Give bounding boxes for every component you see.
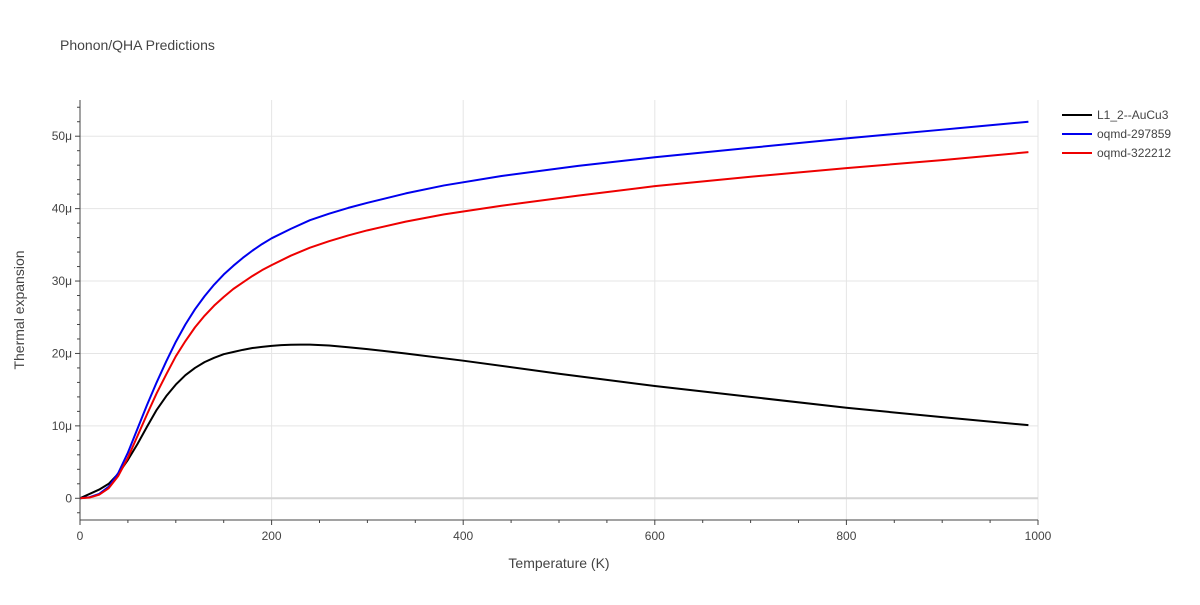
series-line-L1_2--AuCu3 [79, 343, 1029, 500]
legend-label: oqmd-322212 [1097, 146, 1171, 160]
y-tick-label: 40μ [52, 202, 72, 216]
x-tick-label: 800 [836, 529, 856, 543]
x-axis-title: Temperature (K) [508, 555, 609, 571]
legend-item[interactable]: oqmd-322212 [1062, 146, 1171, 160]
legend-item[interactable]: L1_2--AuCu3 [1062, 108, 1169, 122]
tick-labels: 0 200 400 600 800 1000 0 10μ 20μ 30μ 40μ 50μ [52, 129, 1052, 543]
x-tick-label: 200 [262, 529, 282, 543]
x-tick-label: 0 [77, 529, 84, 543]
y-tick-label: 10μ [52, 419, 72, 433]
axes [75, 100, 1039, 525]
series-line-oqmd-297859 [79, 120, 1029, 500]
y-tick-label: 20μ [52, 346, 72, 360]
legend-item[interactable]: oqmd-297859 [1062, 127, 1171, 141]
y-tick-label: 0 [65, 491, 72, 505]
x-tick-label: 600 [645, 529, 665, 543]
series-lines [79, 120, 1029, 500]
series-line-oqmd-322212 [79, 151, 1029, 500]
x-tick-label: 400 [453, 529, 473, 543]
legend-label: L1_2--AuCu3 [1097, 108, 1169, 122]
y-axis-title: Thermal expansion [11, 250, 27, 369]
x-tick-label: 1000 [1025, 529, 1052, 543]
y-tick-label: 30μ [52, 274, 72, 288]
legend-label: oqmd-297859 [1097, 127, 1171, 141]
legend[interactable]: L1_2--AuCu3 oqmd-297859 oqmd-322212 [1062, 108, 1171, 160]
chart-title: Phonon/QHA Predictions [60, 37, 215, 53]
y-tick-label: 50μ [52, 129, 72, 143]
